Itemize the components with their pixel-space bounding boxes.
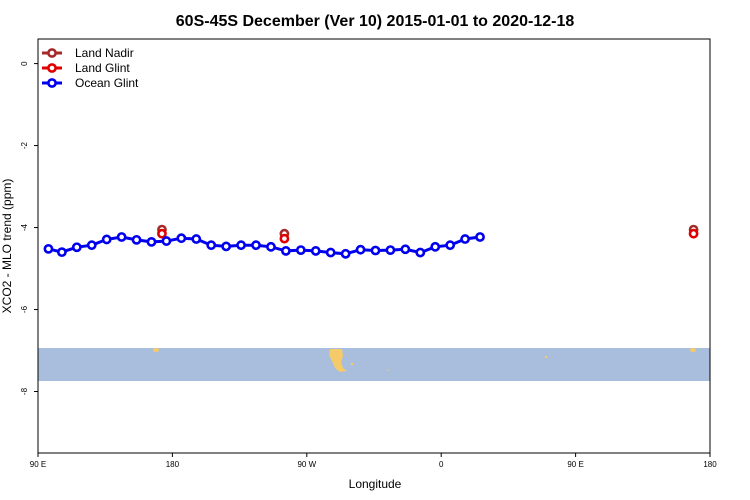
legend-item: Land Glint bbox=[42, 61, 130, 75]
data-point bbox=[157, 228, 167, 239]
series-1 bbox=[157, 228, 699, 244]
land-islands bbox=[544, 355, 548, 359]
legend-marker bbox=[47, 48, 57, 58]
legend-item: Ocean Glint bbox=[42, 76, 139, 90]
y-axis-label: XCO2 - MLO trend (ppm) bbox=[0, 179, 14, 314]
data-point bbox=[415, 247, 426, 258]
land-south-georgia bbox=[387, 369, 389, 371]
data-point bbox=[191, 234, 202, 244]
x-tick-label: 180 bbox=[166, 460, 180, 469]
legend-item: Land Nadir bbox=[42, 46, 134, 60]
data-point bbox=[460, 234, 470, 244]
legend-marker bbox=[47, 63, 57, 73]
data-point bbox=[295, 245, 306, 255]
x-tick-label: 90 E bbox=[30, 460, 46, 469]
data-point bbox=[43, 243, 54, 254]
y-tick-label: -4 bbox=[20, 223, 29, 231]
y-tick-label: 0 bbox=[20, 61, 29, 66]
data-point bbox=[325, 247, 336, 258]
data-point bbox=[310, 246, 321, 256]
data-point bbox=[236, 240, 246, 251]
data-point bbox=[71, 242, 82, 253]
series-line bbox=[48, 235, 481, 256]
legend-label: Land Glint bbox=[75, 61, 130, 75]
data-point bbox=[86, 240, 97, 251]
data-point bbox=[340, 248, 351, 259]
y-tick-label: -6 bbox=[20, 305, 29, 313]
legend-label: Land Nadir bbox=[75, 46, 134, 60]
data-point bbox=[206, 240, 217, 251]
x-tick-label: 90 W bbox=[297, 460, 316, 469]
x-axis-label: Longitude bbox=[349, 477, 402, 491]
data-point bbox=[279, 233, 290, 244]
data-point bbox=[161, 236, 172, 246]
data-point bbox=[400, 244, 411, 255]
x-axis-ticks: 90 E 180 90 W 0 90 E 180 bbox=[30, 453, 717, 469]
series-2 bbox=[43, 232, 485, 259]
data-point bbox=[355, 244, 366, 255]
data-point bbox=[251, 240, 261, 251]
chart-title: 60S-45S December (Ver 10) 2015-01-01 to … bbox=[176, 13, 575, 30]
data-point bbox=[430, 241, 441, 252]
plot-layer bbox=[43, 224, 699, 259]
x-tick-label: 180 bbox=[703, 460, 717, 469]
data-point bbox=[146, 237, 157, 247]
data-point bbox=[370, 245, 381, 256]
land-new-zealand-repeat bbox=[690, 348, 696, 352]
data-point bbox=[266, 241, 276, 252]
land-new-zealand bbox=[153, 348, 159, 352]
data-point bbox=[280, 246, 291, 256]
plot-frame bbox=[37, 38, 711, 454]
data-point bbox=[688, 228, 699, 239]
data-point bbox=[101, 234, 112, 245]
y-tick-label: -8 bbox=[20, 387, 29, 395]
y-axis-ticks: 0 -2 -4 -6 -8 bbox=[20, 61, 38, 395]
map-band bbox=[38, 348, 710, 381]
series-0 bbox=[157, 224, 699, 239]
x-tick-label: 0 bbox=[439, 460, 444, 469]
land-south-america bbox=[329, 349, 347, 372]
data-point bbox=[221, 241, 232, 252]
data-point bbox=[176, 233, 187, 244]
legend-marker bbox=[47, 78, 57, 88]
data-point bbox=[131, 234, 142, 245]
data-point bbox=[445, 240, 456, 251]
data-point bbox=[475, 232, 485, 242]
legend-label: Ocean Glint bbox=[75, 76, 139, 90]
y-tick-label: -2 bbox=[20, 141, 29, 149]
data-point bbox=[56, 247, 67, 258]
data-point bbox=[385, 245, 396, 255]
land-falklands bbox=[350, 362, 354, 366]
x-tick-label: 90 E bbox=[567, 460, 583, 469]
ocean-band bbox=[38, 348, 710, 381]
data-point bbox=[116, 232, 127, 242]
